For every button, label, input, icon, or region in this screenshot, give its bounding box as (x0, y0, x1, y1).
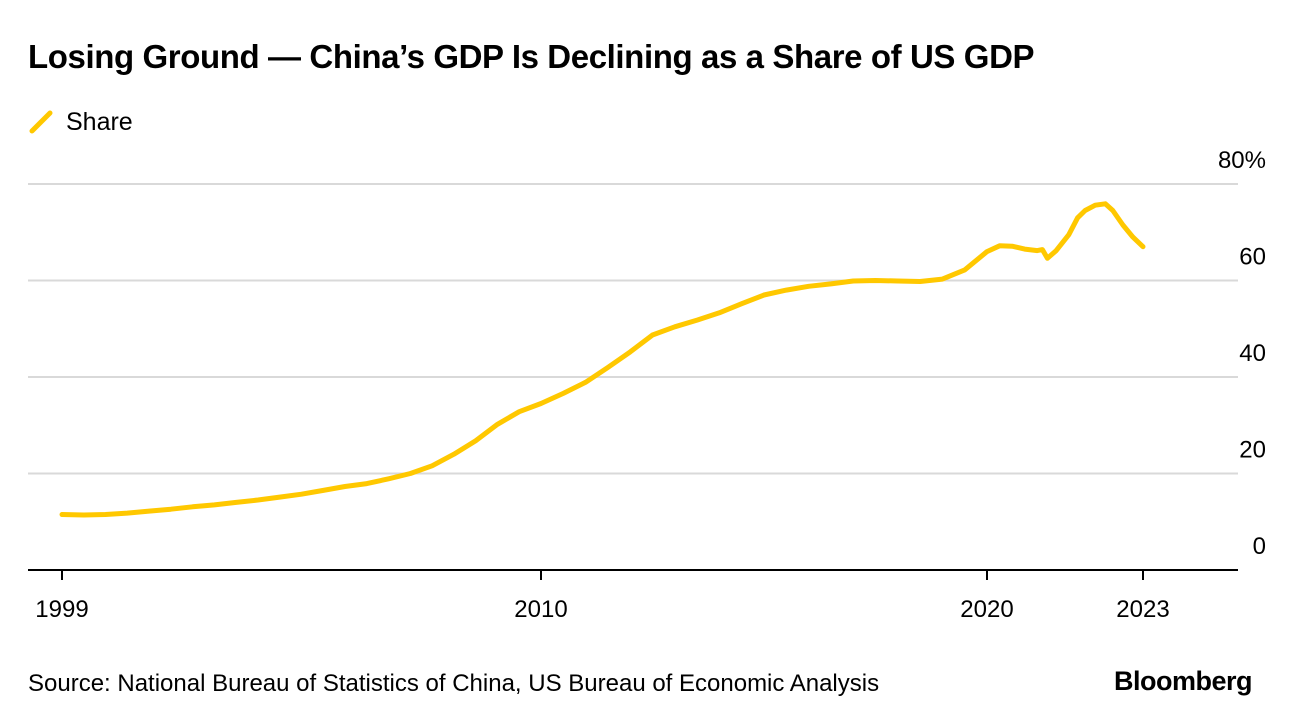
legend: Share (28, 106, 133, 138)
x-tick-label-1999: 1999 (35, 596, 88, 623)
series-lines (59, 201, 1146, 518)
y-tick-label-80: 80% (1218, 147, 1266, 174)
y-axis-labels: 0 20 40 60 80% (1218, 147, 1266, 560)
bloomberg-logo: Bloomberg (1113, 666, 1253, 696)
y-tick-label-60: 60 (1239, 244, 1266, 271)
x-tick-label-2010: 2010 (514, 596, 567, 623)
legend-swatch-icon (29, 110, 53, 134)
x-tick-label-2023: 2023 (1116, 596, 1169, 623)
legend-label-share: Share (66, 107, 133, 136)
y-tick-label-0: 0 (1253, 533, 1266, 560)
x-tick-label-2020: 2020 (960, 596, 1013, 623)
series-line-share (59, 201, 1146, 518)
source-note: Source: National Bureau of Statistics of… (28, 670, 880, 697)
chart-title: Losing Ground — China’s GDP Is Declining… (28, 38, 1035, 75)
y-tick-label-20: 20 (1239, 437, 1266, 464)
gridlines (28, 183, 1238, 475)
x-axis: 1999 2010 2020 2023 (28, 569, 1238, 623)
y-tick-label-40: 40 (1239, 340, 1266, 367)
